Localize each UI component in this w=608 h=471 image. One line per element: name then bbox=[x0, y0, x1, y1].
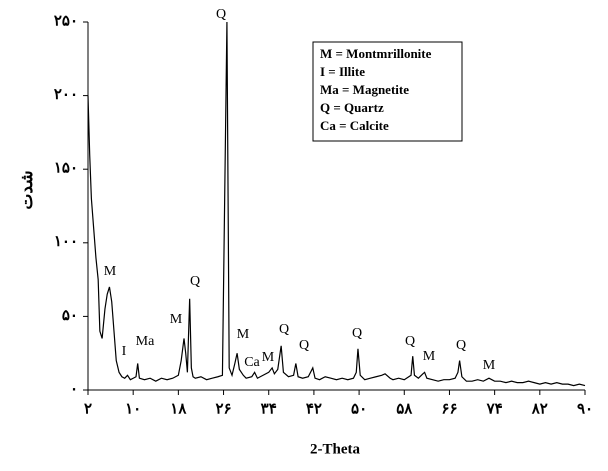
legend-entry: I = Illite bbox=[320, 64, 365, 79]
legend-entry: Ma = Magnetite bbox=[320, 82, 409, 97]
y-tick-label: ۵۰ bbox=[62, 308, 78, 324]
legend-entry: M = Montmrillonite bbox=[320, 46, 432, 61]
y-tick-label: ۰ bbox=[70, 381, 78, 397]
x-tick-label: ۱۰ bbox=[125, 401, 141, 417]
y-tick-label: ۲۵۰ bbox=[54, 13, 78, 29]
peak-label: Q bbox=[405, 334, 415, 349]
peak-label: Q bbox=[279, 322, 289, 337]
x-tick-label: ۵۰ bbox=[351, 401, 367, 417]
x-tick-label: ۳۴ bbox=[261, 401, 277, 417]
peak-label: M bbox=[237, 327, 250, 342]
peak-label: M bbox=[423, 349, 436, 364]
peak-label: Q bbox=[456, 338, 466, 353]
peak-label: Ca bbox=[244, 355, 260, 370]
x-tick-label: ۹۰ bbox=[577, 401, 593, 417]
peak-label: Ma bbox=[136, 334, 155, 349]
legend-entry: Q = Quartz bbox=[320, 100, 384, 115]
peak-label: Q bbox=[190, 274, 200, 289]
x-tick-label: ۲ bbox=[84, 401, 92, 417]
y-tick-label: ۱۰۰ bbox=[54, 234, 78, 250]
x-tick-label: ۵۸ bbox=[396, 401, 413, 417]
y-tick-label: ۲۰۰ bbox=[54, 87, 78, 103]
peak-label: M bbox=[483, 358, 496, 373]
peak-label: Q bbox=[216, 7, 226, 22]
peak-label: M bbox=[262, 350, 275, 365]
peak-label: Q bbox=[352, 326, 362, 341]
x-axis-label: 2-Theta bbox=[310, 441, 360, 457]
y-tick-label: ۱۵۰ bbox=[54, 161, 78, 177]
peak-label: M bbox=[104, 264, 117, 279]
legend-entry: Ca = Calcite bbox=[320, 118, 389, 133]
x-tick-label: ۲۶ bbox=[215, 401, 231, 417]
x-tick-label: ۶۶ bbox=[441, 401, 457, 417]
data-line bbox=[87, 21, 586, 387]
y-axis-label: شدت bbox=[17, 170, 36, 209]
x-tick-label: ۴۲ bbox=[306, 401, 322, 417]
peak-label: I bbox=[122, 344, 127, 359]
peak-label: Q bbox=[299, 338, 309, 353]
peak-label: M bbox=[170, 312, 183, 327]
x-tick-label: ۱۸ bbox=[170, 401, 187, 417]
x-tick-label: ۷۴ bbox=[486, 401, 503, 417]
legend-box bbox=[312, 41, 463, 142]
x-tick-label: ۸۲ bbox=[531, 401, 548, 417]
